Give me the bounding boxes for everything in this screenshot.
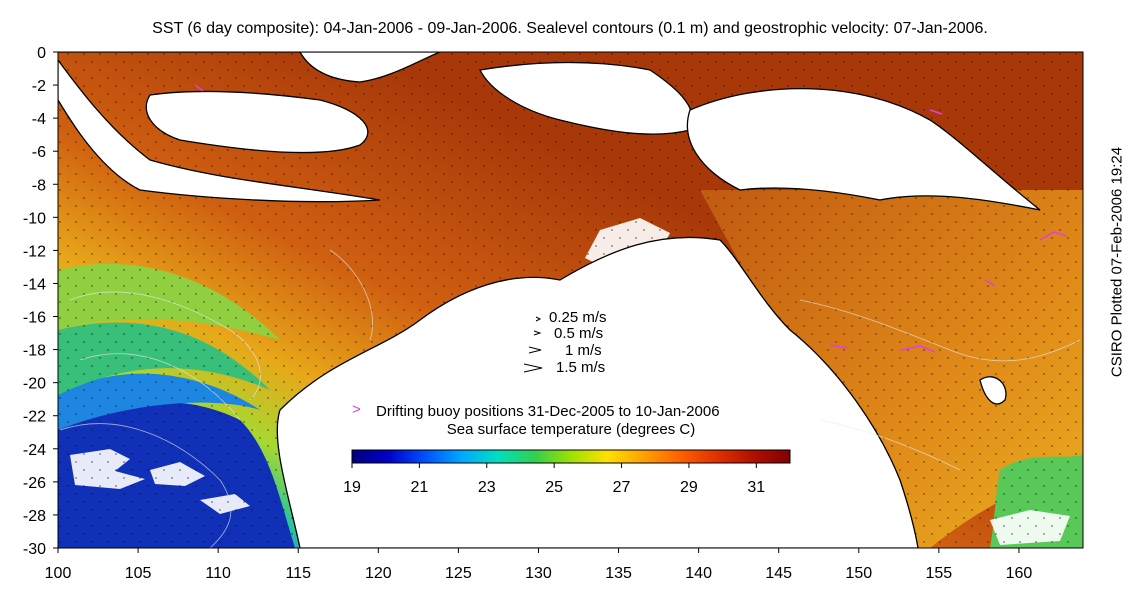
buoy-legend-label: Drifting buoy positions 31-Dec-2005 to 1… <box>376 403 720 420</box>
velocity-legend: 0.25 m/s 0.5 m/s 1 m/s 1.5 m/s <box>523 309 607 376</box>
velocity-arrow-2 <box>528 346 542 354</box>
borneo <box>58 52 441 83</box>
colorbar-tick-label: 21 <box>410 479 428 496</box>
velocity-label-2: 1 m/s <box>565 342 602 359</box>
new-caledonia <box>979 376 1007 405</box>
sumatra-java <box>58 58 381 203</box>
sealevel-contours <box>59 249 1081 548</box>
buoy-symbol: > <box>352 401 361 418</box>
colorbar-tick-label: 23 <box>478 479 496 496</box>
x-tick-label: 140 <box>685 565 712 582</box>
y-tick-label: -30 <box>23 541 46 558</box>
buoy-tracks <box>194 84 1067 353</box>
colorbar-tick-label: 25 <box>545 479 563 496</box>
plot-frame <box>57 51 1084 549</box>
x-tick-label: 145 <box>765 565 792 582</box>
y-tick-label: -2 <box>32 78 46 95</box>
plot-title: SST (6 day composite): 04-Jan-2006 - 09-… <box>152 20 988 37</box>
colorbar-tick-label: 29 <box>680 479 698 496</box>
java-sea-region <box>145 90 369 154</box>
x-axis: 100 105 110 115 120 125 130 135 140 145 150 155 160 <box>45 548 1033 582</box>
y-tick-label: -14 <box>23 276 46 293</box>
x-tick-label: 150 <box>845 565 872 582</box>
y-tick-label: 0 <box>37 45 46 62</box>
land <box>58 52 1041 548</box>
colorbar-ticks: 19 21 23 25 27 29 31 <box>343 463 765 496</box>
velocity-label-1: 0.5 m/s <box>554 325 603 342</box>
velocity-arrow-3 <box>523 363 543 373</box>
velocity-arrow-1 <box>533 330 542 336</box>
colorbar-title: Sea surface temperature (degrees C) <box>447 421 695 438</box>
velocity-label-3: 1.5 m/s <box>556 359 605 376</box>
y-tick-label: -4 <box>32 111 46 128</box>
y-tick-label: -26 <box>23 475 46 492</box>
map-field <box>58 52 1083 548</box>
new-guinea <box>686 87 1041 211</box>
y-tick-label: -18 <box>23 343 46 360</box>
x-tick-label: 125 <box>445 565 472 582</box>
y-tick-label: -8 <box>32 177 46 194</box>
y-tick-label: -24 <box>23 442 46 459</box>
x-tick-label: 160 <box>1006 565 1033 582</box>
x-tick-label: 115 <box>285 565 311 582</box>
y-tick-label: -6 <box>32 144 46 161</box>
velocity-arrow-0 <box>535 316 542 322</box>
colorbar-tick-label: 31 <box>747 479 765 496</box>
x-tick-label: 105 <box>125 565 152 582</box>
x-tick-label: 100 <box>45 565 72 582</box>
x-tick-label: 110 <box>205 565 231 582</box>
velocity-label-0: 0.25 m/s <box>549 309 607 326</box>
x-tick-label: 155 <box>926 565 953 582</box>
y-tick-label: -20 <box>23 376 46 393</box>
y-tick-label: -10 <box>23 210 46 227</box>
y-tick-label: -28 <box>23 508 46 525</box>
y-axis: 0 -2 -4 -6 -8 -10 -12 -14 -16 -18 -20 -22 -24 -26 -28 -… <box>23 45 58 558</box>
x-tick-label: 130 <box>525 565 552 582</box>
y-tick-label: -16 <box>23 310 46 327</box>
colorbar-tick-label: 27 <box>613 479 631 496</box>
x-tick-label: 120 <box>365 565 392 582</box>
x-tick-label: 135 <box>605 565 632 582</box>
y-tick-label: -22 <box>23 409 46 426</box>
colorbar-tick-label: 19 <box>343 479 361 496</box>
y-tick-label: -12 <box>23 243 46 260</box>
colorbar <box>351 449 791 464</box>
